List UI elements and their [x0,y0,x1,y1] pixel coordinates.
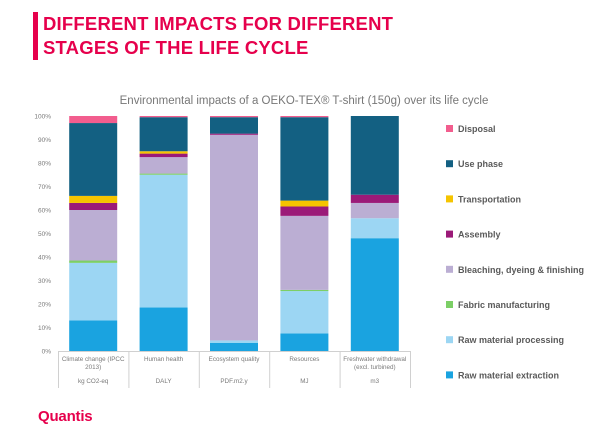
y-tick-label: 60% [38,208,51,215]
x-category-label: Freshwater withdrawal (excl. turbined) [343,356,406,371]
legend-label: Raw material processing [458,335,564,345]
bar-segment [139,157,188,174]
bar-segment [139,117,188,152]
bar-segment [280,333,329,351]
legend-swatch [446,371,453,379]
bar-segment [210,134,258,341]
legend-swatch [446,160,453,168]
x-unit-label: m3 [370,378,379,385]
legend-label: Use phase [458,159,503,169]
legend-swatch [446,125,453,132]
x-unit-label: PDF.m2.y [220,378,248,385]
slide-title: DIFFERENT IMPACTS FOR DIFFERENT STAGES O… [43,12,393,60]
bar-segment [139,116,188,118]
bar-segment [69,116,118,124]
bar-segment [350,116,399,195]
quantis-logo: Quantis [38,408,93,425]
bar-segment [350,194,399,203]
legend-label: Disposal [458,124,496,134]
legend-swatch [446,265,453,273]
bar-segment [280,291,329,334]
slide-title-line-2: STAGES OF THE LIFE CYCLE [43,37,309,58]
legend-label: Fabric manufacturing [458,300,550,310]
bar-segment [69,262,118,321]
bar-segment [210,133,258,135]
bar-segment [280,206,329,216]
bar-segment [139,174,188,308]
y-tick-label: 70% [38,184,51,191]
bar-segment [280,215,329,290]
legend-label: Transportation [458,194,521,204]
legend-swatch [446,336,453,344]
x-category-label: Ecosystem quality [209,356,261,363]
bar-segment [350,202,399,219]
legend-label: Assembly [458,230,501,240]
x-unit-label: kg CO2-eq [78,378,109,385]
y-tick-label: 20% [38,302,51,309]
legend-label: Raw material extraction [458,370,559,380]
chart-title: Environmental impacts of a OEKO-TEX® T-s… [120,95,489,107]
bar-segment [280,289,329,292]
x-unit-label: MJ [300,378,308,385]
bar-segment [139,153,188,158]
bar-segment [280,117,329,201]
title-accent-bar [33,12,38,60]
x-category-label: Resources [289,356,319,363]
y-tick-label: 30% [38,278,51,285]
bar-segment [69,202,118,210]
y-tick-label: 90% [38,137,51,144]
y-tick-label: 50% [38,231,51,238]
bar-segment [210,116,258,118]
legend-swatch [446,230,453,238]
bar-segment [350,238,399,351]
bar-segment [210,340,258,343]
x-category-label: Human health [144,356,184,363]
legend-swatch [446,301,453,308]
bar-segment [210,342,258,351]
bar-segment [139,173,188,175]
bar-segment [69,260,118,263]
bar-segment [350,218,399,239]
bar-segment [280,200,329,207]
bar-segment [210,117,258,134]
bar-segment [280,116,329,118]
y-tick-label: 0% [42,349,52,356]
x-category-label: Climate change (IPCC 2013) [62,356,125,371]
y-tick-label: 80% [38,161,51,168]
x-unit-label: DALY [156,378,173,385]
y-tick-label: 10% [38,325,51,332]
bar-segment [69,195,118,203]
slide-title-line-1: DIFFERENT IMPACTS FOR DIFFERENT [43,13,394,34]
legend-swatch [446,195,453,203]
legend-label: Bleaching, dyeing & finishing [458,265,584,275]
bar-segment [139,151,188,154]
bar-segment [69,320,118,351]
y-tick-label: 100% [34,114,51,121]
y-tick-label: 40% [38,255,51,262]
bar-segment [69,210,118,261]
bar-segment [69,123,118,196]
bar-segment [139,307,188,351]
